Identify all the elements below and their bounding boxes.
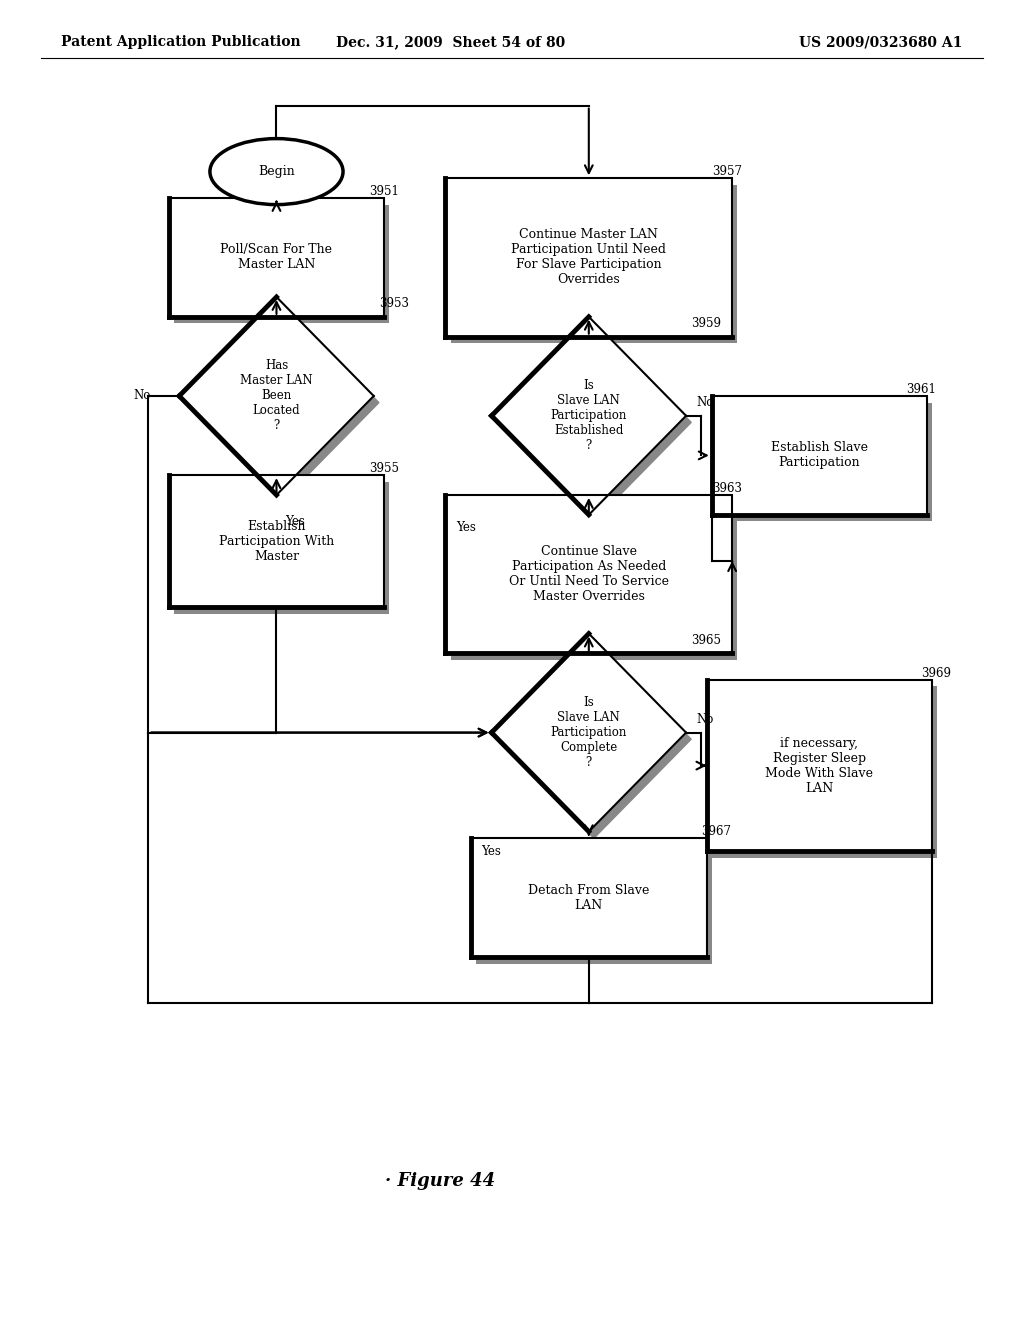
Text: No: No <box>696 396 714 409</box>
Bar <box>169 475 384 607</box>
Bar <box>717 403 932 521</box>
Text: 3961: 3961 <box>906 383 936 396</box>
Bar <box>712 396 927 515</box>
Text: 3953: 3953 <box>379 297 409 310</box>
Text: if necessary,
Register Sleep
Mode With Slave
LAN: if necessary, Register Sleep Mode With S… <box>765 737 873 795</box>
Text: Continue Slave
Participation As Needed
Or Until Need To Service
Master Overrides: Continue Slave Participation As Needed O… <box>509 545 669 603</box>
Text: 3955: 3955 <box>369 462 398 475</box>
Text: Patent Application Publication: Patent Application Publication <box>61 36 301 49</box>
Text: 3951: 3951 <box>369 185 398 198</box>
Text: Is
Slave LAN
Participation
Complete
?: Is Slave LAN Participation Complete ? <box>551 696 627 770</box>
Polygon shape <box>497 323 691 521</box>
Bar <box>712 686 937 858</box>
Text: Yes: Yes <box>456 521 475 535</box>
Polygon shape <box>184 304 379 502</box>
Text: US 2009/0323680 A1: US 2009/0323680 A1 <box>799 36 963 49</box>
Polygon shape <box>492 634 686 832</box>
Text: 3959: 3959 <box>691 317 721 330</box>
Bar <box>445 178 732 337</box>
Text: Detach From Slave
LAN: Detach From Slave LAN <box>528 883 649 912</box>
Text: Has
Master LAN
Been
Located
?: Has Master LAN Been Located ? <box>241 359 312 433</box>
Text: Dec. 31, 2009  Sheet 54 of 80: Dec. 31, 2009 Sheet 54 of 80 <box>336 36 565 49</box>
Bar <box>445 495 732 653</box>
Text: 3967: 3967 <box>701 825 731 838</box>
Text: · Figure 44: · Figure 44 <box>385 1172 496 1191</box>
Text: 3965: 3965 <box>691 634 721 647</box>
Text: Begin: Begin <box>258 165 295 178</box>
Text: Poll/Scan For The
Master LAN: Poll/Scan For The Master LAN <box>220 243 333 272</box>
Polygon shape <box>492 317 686 515</box>
Text: Establish Slave
Participation: Establish Slave Participation <box>771 441 867 470</box>
Bar <box>451 185 737 343</box>
Text: Establish
Participation With
Master: Establish Participation With Master <box>219 520 334 562</box>
Bar <box>707 680 932 851</box>
Bar <box>471 838 707 957</box>
Bar <box>174 482 389 614</box>
Text: Yes: Yes <box>285 515 304 528</box>
Bar <box>476 845 712 964</box>
Bar <box>451 502 737 660</box>
Bar <box>174 205 389 323</box>
Text: Is
Slave LAN
Participation
Established
?: Is Slave LAN Participation Established ? <box>551 379 627 453</box>
Text: Yes: Yes <box>481 845 501 858</box>
Text: Continue Master LAN
Participation Until Need
For Slave Participation
Overrides: Continue Master LAN Participation Until … <box>511 228 667 286</box>
Polygon shape <box>497 640 691 838</box>
Text: No: No <box>133 389 151 403</box>
Text: No: No <box>696 713 714 726</box>
Bar <box>169 198 384 317</box>
Ellipse shape <box>210 139 343 205</box>
Text: 3963: 3963 <box>712 482 741 495</box>
Text: 3957: 3957 <box>712 165 741 178</box>
Text: 3969: 3969 <box>922 667 951 680</box>
Polygon shape <box>179 297 374 495</box>
